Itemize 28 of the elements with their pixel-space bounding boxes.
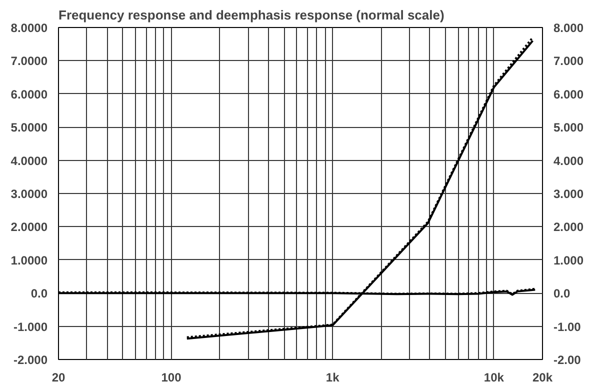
y2-tick-label: 7.000 (554, 54, 584, 68)
x-tick-label: 20k (532, 370, 553, 384)
y-tick-label: -2.000 (13, 353, 48, 367)
y-tick-label: 8.0000 (10, 21, 48, 35)
y2-tick-label: 2.000 (554, 220, 584, 234)
y2-tick-label: -1.00 (554, 320, 582, 334)
x-tick-label: 1k (326, 370, 340, 384)
y2-tick-label: 5.000 (554, 120, 584, 135)
x-tick-label: 10k (484, 370, 504, 384)
y-tick-label: 3.0000 (10, 187, 48, 201)
y-tick-label: 7.0000 (10, 54, 48, 68)
y2-tick-label: 4.000 (554, 154, 584, 168)
y2-tick-label: -2.00 (554, 353, 582, 367)
x-tick-label: 100 (161, 370, 182, 384)
y2-tick-label: 3.000 (554, 187, 584, 201)
y-tick-label: 4.0000 (10, 154, 48, 168)
y2-tick-label: 1.000 (554, 253, 584, 268)
y-tick-label: 1.0000 (10, 253, 48, 268)
y-tick-label: 5.0000 (10, 120, 48, 135)
y-tick-label: 6.0000 (10, 87, 48, 102)
y-tick-label: 0.0 (30, 286, 48, 301)
x-tick-label: 20 (52, 370, 66, 384)
y2-tick-label: 0.0 (554, 286, 571, 301)
y-tick-label: -1.000 (13, 320, 48, 334)
y-tick-label: 2.0000 (10, 220, 48, 234)
y2-tick-label: 8.000 (554, 21, 584, 35)
chart-title: Frequency response and deemphasis response (normal scale) (58, 8, 444, 22)
y2-tick-label: 6.000 (554, 87, 584, 102)
